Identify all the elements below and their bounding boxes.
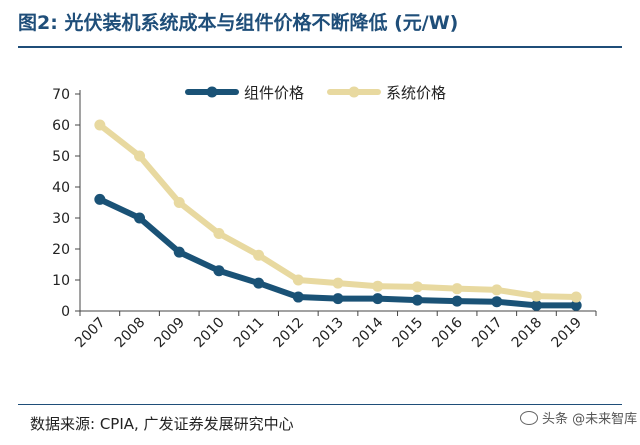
data-point [451, 283, 463, 295]
x-tick-label: 2010 [191, 315, 228, 352]
data-point [530, 299, 542, 311]
data-point [213, 265, 225, 277]
data-point [134, 150, 146, 162]
figure-label: 图2: [18, 12, 58, 34]
legend: 组件价格 系统价格 [185, 84, 446, 102]
x-tick-label: 2011 [231, 315, 268, 352]
series-group [94, 119, 582, 311]
data-point [94, 193, 106, 205]
legend-swatch-marker [206, 86, 218, 98]
x-tick-label: 2015 [390, 315, 427, 352]
x-tick-label: 2017 [469, 315, 506, 352]
data-point [253, 249, 265, 261]
data-point [94, 119, 106, 131]
y-tick-label: 20 [52, 242, 70, 258]
x-tick-label: 2007 [72, 315, 109, 352]
data-point [213, 228, 225, 239]
data-point [570, 299, 582, 311]
x-tick-label: 2008 [112, 315, 149, 352]
y-tick-label: 10 [52, 273, 70, 289]
figure-title: 光伏装机系统成本与组件价格不断降低 (元/W) [64, 12, 459, 34]
data-point [491, 296, 503, 308]
source-note: 数据来源: CPIA, 广发证券发展研究中心 [30, 415, 294, 433]
title-divider [18, 46, 622, 48]
y-tick-label: 60 [52, 118, 70, 134]
y-tick-label: 0 [61, 304, 70, 320]
y-tick-label: 40 [52, 180, 70, 196]
data-point [253, 277, 265, 289]
data-point [372, 280, 384, 292]
y-tick-labels: 0 10 20 30 40 50 60 70 [52, 87, 70, 320]
data-point [332, 277, 344, 289]
data-point [173, 246, 185, 258]
data-point [411, 294, 423, 306]
x-tick-label: 2009 [152, 315, 189, 352]
data-point [570, 291, 582, 303]
data-point [451, 295, 463, 307]
series-line-1 [96, 122, 580, 301]
data-point [292, 291, 304, 303]
legend-label: 组件价格 [244, 84, 304, 102]
page-title: 图2: 光伏装机系统成本与组件价格不断降低 (元/W) [18, 8, 458, 35]
line-chart: 0 10 20 30 40 50 60 70 2007 2008 2009 2010 2011 2012… [52, 84, 597, 351]
data-point [530, 290, 542, 302]
x-tick-label: 2016 [429, 314, 466, 351]
x-tick-label: 2013 [310, 315, 347, 352]
legend-label: 系统价格 [386, 84, 446, 102]
x-tick-label: 2012 [271, 315, 308, 352]
data-point [491, 284, 503, 296]
x-tick-labels: 2007 2008 2009 2010 2011 2012 2013 2014 2015 2016… [72, 314, 585, 351]
source-divider [18, 404, 622, 405]
x-tick-label: 2014 [350, 314, 387, 351]
data-point [372, 293, 384, 305]
watermark: 头条 @未来智库 [520, 408, 637, 427]
data-point [292, 274, 304, 286]
y-tick-label: 70 [52, 87, 70, 103]
x-tick-label: 2019 [548, 315, 585, 352]
legend-swatch-marker [348, 86, 360, 98]
data-point [411, 281, 423, 293]
x-tick-label: 2018 [509, 315, 546, 352]
watermark-icon [520, 410, 538, 425]
data-point [134, 212, 146, 224]
y-tick-label: 30 [52, 211, 70, 227]
watermark-text: 头条 @未来智库 [542, 412, 638, 427]
axes [75, 90, 597, 316]
data-point [332, 293, 344, 305]
y-tick-label: 50 [52, 149, 70, 165]
data-point [173, 197, 185, 208]
